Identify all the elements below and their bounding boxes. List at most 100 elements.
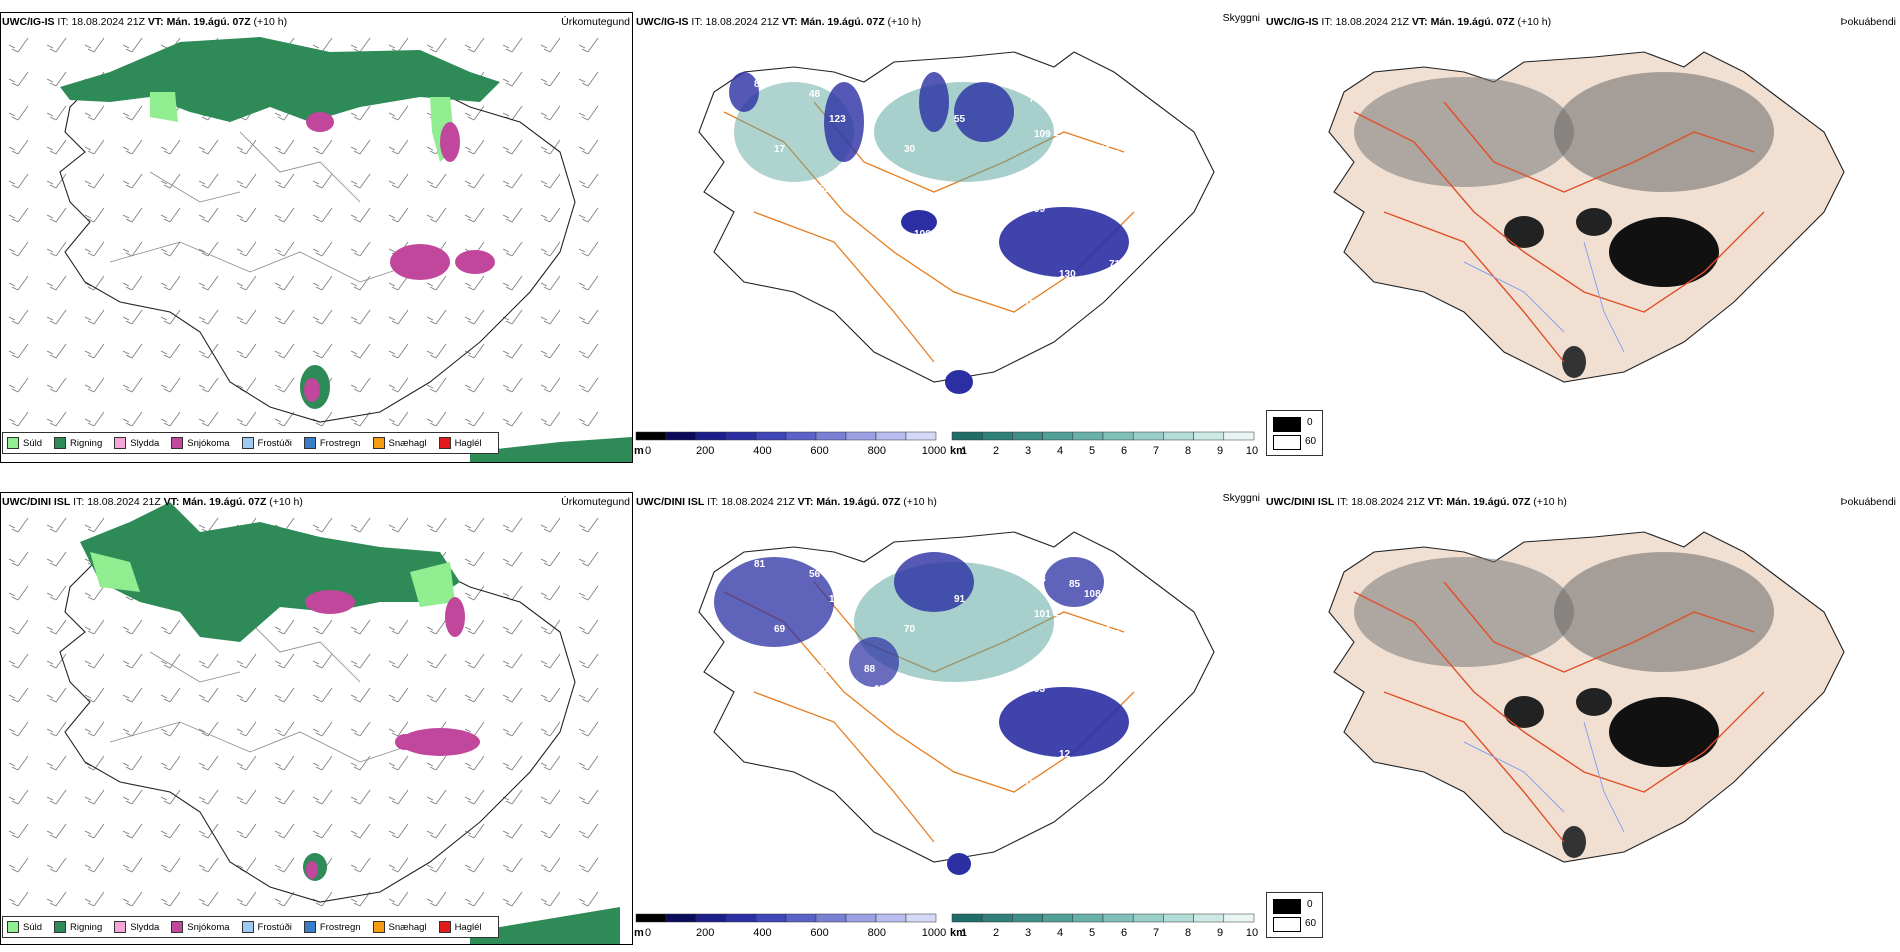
legend-swatch [171, 921, 184, 933]
wind-barb [426, 823, 447, 839]
wind-barb [350, 173, 371, 189]
wind-barb [198, 275, 219, 291]
wind-barb [84, 823, 105, 839]
legend-item: Frostregn [303, 437, 361, 449]
wind-barb [84, 105, 105, 121]
scale-swatch [1042, 431, 1074, 441]
legend-item: Haglél [438, 921, 482, 933]
wind-barb [236, 789, 257, 805]
scale-swatch [1012, 431, 1043, 441]
lead-time: (+10 h) [253, 16, 288, 28]
wind-barb [122, 139, 143, 155]
wind-barb [464, 891, 485, 907]
wind-barb [8, 377, 29, 393]
legend-label: Frostregn [319, 921, 361, 933]
wind-barb [236, 173, 257, 189]
panel-title: UWC/IG-IS IT: 18.08.2024 21Z VT: Mán. 19… [2, 16, 287, 28]
legend-item: Súld [7, 921, 42, 933]
wind-barb [274, 275, 295, 291]
cloud-base-label: 93 [1034, 684, 1046, 695]
precip-panel-top: UWC/IG-IS IT: 18.08.2024 21Z VT: Mán. 19… [0, 12, 634, 464]
scale-swatch [815, 431, 847, 441]
scale-tick: 0 [645, 927, 651, 939]
wind-barb [540, 275, 561, 291]
cloud-base-label: 70 [904, 624, 916, 635]
scale-swatch [875, 431, 907, 441]
fog-panel-bottom: UWC/DINI ISL IT: 18.08.2024 21Z VT: Mán.… [1264, 492, 1900, 946]
vt-value: Mán. 19.ágú. 07Z [182, 496, 267, 508]
scale-bars: m 0 200 400 600 800 1000 km1 2 3 4 5 6 7 8 9 10 [634, 913, 1258, 939]
wind-barb [160, 173, 181, 189]
cloud-base-label: 56 [809, 569, 821, 580]
wind-barb [350, 517, 371, 533]
wind-barb [388, 275, 409, 291]
scale-swatch [1102, 913, 1134, 923]
precip-title: Úrkomutegund [561, 496, 630, 508]
wind-barb [540, 37, 561, 53]
wind-barb [122, 857, 143, 873]
wind-barb [84, 377, 105, 393]
wind-barb [274, 241, 295, 257]
wind-barb [388, 823, 409, 839]
wind-barb [274, 653, 295, 669]
wind-barb [350, 619, 371, 635]
cloud-base-label: 88 [864, 664, 876, 675]
scale-swatch [951, 913, 983, 923]
cloud-base-label: 46 [1019, 754, 1031, 765]
wind-barb [540, 755, 561, 771]
wind-barb [160, 377, 181, 393]
wind-barb [312, 173, 333, 189]
wind-barb [8, 173, 29, 189]
wind-barb [464, 343, 485, 359]
it-value: 18.08.2024 21Z [705, 16, 779, 28]
legend-swatch [438, 921, 451, 933]
wind-barb [84, 207, 105, 223]
cloud-base-label: 99 [1034, 204, 1046, 215]
scale-swatch [665, 431, 697, 441]
scale-tick: 400 [753, 927, 771, 939]
wind-barb [502, 721, 523, 737]
it-label: IT: [707, 496, 719, 508]
it-value: 18.08.2024 21Z [71, 16, 145, 28]
scale-swatch [1042, 913, 1074, 923]
wind-barb [198, 241, 219, 257]
scale-swatch [785, 431, 817, 441]
wind-barb [274, 343, 295, 359]
legend-label: Slydda [130, 437, 160, 449]
wind-barb [388, 721, 409, 737]
wind-barb [274, 789, 295, 805]
wind-barb [122, 37, 143, 53]
wind-barb [350, 755, 371, 771]
vt-value: Mán. 19.ágú. 07Z [1446, 496, 1531, 508]
scale-swatch [875, 913, 907, 923]
wind-barb [540, 517, 561, 533]
wind-barb [540, 207, 561, 223]
wind-barb [160, 789, 181, 805]
wind-barb [8, 275, 29, 291]
scale-tick: 4 [1057, 927, 1063, 939]
wind-barb [464, 857, 485, 873]
wind-barb [464, 517, 485, 533]
wind-barb [312, 309, 333, 325]
wind-barb [540, 857, 561, 873]
scale-tick: 6 [1121, 445, 1127, 457]
scale-swatch [845, 431, 877, 441]
wind-barb [426, 687, 447, 703]
vt-label: VT: [147, 16, 164, 28]
scale-swatch [1163, 431, 1194, 441]
scale-tick: 800 [868, 927, 886, 939]
it-value: 18.08.2024 21Z [721, 496, 795, 508]
wind-barb [578, 173, 599, 189]
precip-legend: Súld Rigning Slydda Snjókoma Frostúði Frostre… [2, 916, 499, 938]
wind-barb [312, 653, 333, 669]
wind-barb [8, 309, 29, 325]
scale-tick: 1000 [922, 445, 946, 457]
vt-label: VT: [1411, 16, 1428, 28]
legend-item: Rigning [54, 921, 102, 933]
cloud-base-label: 131 [1084, 109, 1101, 120]
model-name: UWC/DINI ISL [2, 496, 71, 508]
wind-barb [160, 241, 181, 257]
wind-barb [84, 37, 105, 53]
scale-tick: 10 [1246, 445, 1258, 457]
wind-barb [502, 891, 523, 907]
